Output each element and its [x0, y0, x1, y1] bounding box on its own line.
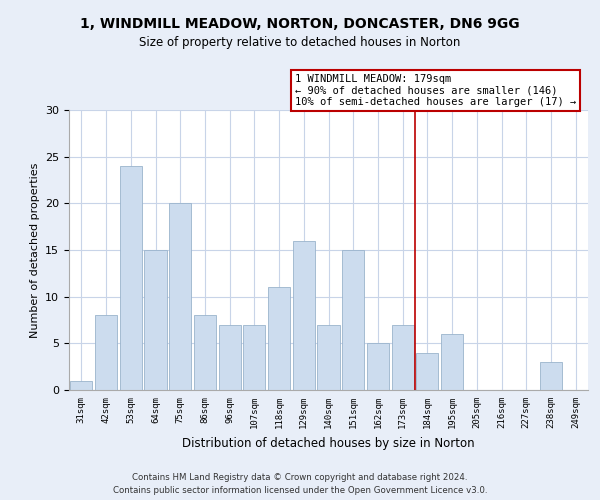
Bar: [70, 380, 92, 390]
Bar: [540, 362, 562, 390]
Text: 1, WINDMILL MEADOW, NORTON, DONCASTER, DN6 9GG: 1, WINDMILL MEADOW, NORTON, DONCASTER, D…: [80, 18, 520, 32]
Bar: [194, 316, 216, 390]
Bar: [317, 324, 340, 390]
Bar: [145, 250, 167, 390]
Bar: [268, 288, 290, 390]
Bar: [95, 316, 117, 390]
Bar: [392, 324, 414, 390]
Bar: [243, 324, 265, 390]
Text: Contains HM Land Registry data © Crown copyright and database right 2024.: Contains HM Land Registry data © Crown c…: [132, 472, 468, 482]
Text: Contains public sector information licensed under the Open Government Licence v3: Contains public sector information licen…: [113, 486, 487, 495]
Text: Size of property relative to detached houses in Norton: Size of property relative to detached ho…: [139, 36, 461, 49]
Bar: [416, 352, 439, 390]
Bar: [218, 324, 241, 390]
Bar: [119, 166, 142, 390]
Bar: [441, 334, 463, 390]
Bar: [342, 250, 364, 390]
Y-axis label: Number of detached properties: Number of detached properties: [29, 162, 40, 338]
Bar: [169, 204, 191, 390]
Text: 1 WINDMILL MEADOW: 179sqm
← 90% of detached houses are smaller (146)
10% of semi: 1 WINDMILL MEADOW: 179sqm ← 90% of detac…: [295, 74, 576, 107]
Bar: [367, 344, 389, 390]
X-axis label: Distribution of detached houses by size in Norton: Distribution of detached houses by size …: [182, 437, 475, 450]
Bar: [293, 240, 315, 390]
